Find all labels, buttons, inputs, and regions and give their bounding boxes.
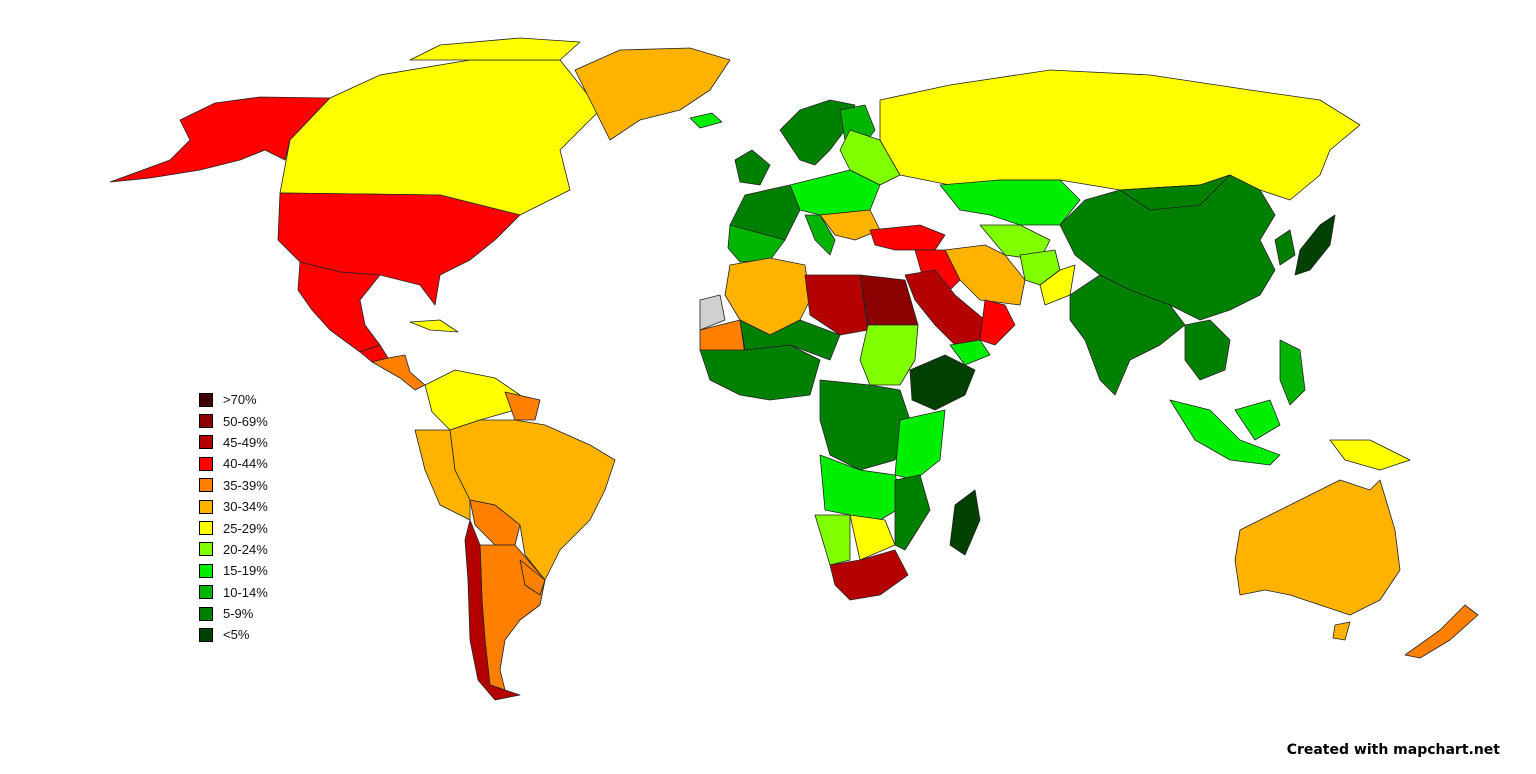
region-iceland[interactable] <box>689 112 723 129</box>
legend-item: 15-19% <box>199 560 268 581</box>
legend-item: 20-24% <box>199 539 268 560</box>
region-russia[interactable] <box>879 69 1361 201</box>
region-angola-zambia[interactable] <box>819 454 906 521</box>
legend-swatch <box>199 392 213 407</box>
region-new-zealand[interactable] <box>1404 604 1479 659</box>
region-japan[interactable] <box>1294 214 1336 276</box>
region-cuba[interactable] <box>409 319 459 333</box>
region-namibia[interactable] <box>814 514 851 566</box>
legend-swatch <box>199 456 213 471</box>
region-southeast-asia[interactable] <box>1184 319 1231 381</box>
region-alaska[interactable] <box>109 96 331 183</box>
legend-item: 50-69% <box>199 410 268 431</box>
region-kazakhstan[interactable] <box>939 179 1081 226</box>
region-chile[interactable] <box>464 519 521 701</box>
legend-swatch <box>199 542 213 557</box>
region-east-africa[interactable] <box>894 409 946 481</box>
legend-item: 45-49% <box>199 432 268 453</box>
region-libya[interactable] <box>804 274 869 336</box>
legend-swatch <box>199 414 213 429</box>
map-legend: >70% 50-69% 45-49% 40-44% 35-39% 30-34% 25-29%… <box>199 389 268 646</box>
region-mexico[interactable] <box>297 261 381 353</box>
legend-item: 10-14% <box>199 582 268 603</box>
legend-label: 5-9% <box>223 606 254 622</box>
region-yemen[interactable] <box>949 339 991 366</box>
legend-label: 45-49% <box>223 434 268 450</box>
legend-item: 40-44% <box>199 453 268 474</box>
legend-label: 15-19% <box>223 563 268 579</box>
legend-label: 35-39% <box>223 477 268 493</box>
legend-label: 25-29% <box>223 520 268 536</box>
region-uk-ireland[interactable] <box>734 149 771 186</box>
region-turkey[interactable] <box>869 224 946 251</box>
region-sudan[interactable] <box>859 324 919 386</box>
region-italy[interactable] <box>804 214 836 256</box>
legend-label: 40-44% <box>223 456 268 472</box>
region-indonesia[interactable] <box>1169 399 1281 466</box>
region-central-asia[interactable] <box>979 224 1051 261</box>
region-korea[interactable] <box>1274 229 1296 266</box>
legend-swatch <box>199 627 213 642</box>
region-pakistan[interactable] <box>1039 264 1076 306</box>
region-mongolia[interactable] <box>1119 174 1231 211</box>
legend-item: >70% <box>199 389 268 410</box>
region-tasmania[interactable] <box>1332 621 1351 641</box>
legend-label: <5% <box>223 627 250 643</box>
region-mozambique[interactable] <box>894 474 931 551</box>
credit-text: Created with mapchart.net <box>1286 742 1500 758</box>
legend-label: 30-34% <box>223 499 268 515</box>
region-ethiopia[interactable] <box>909 354 976 411</box>
legend-label: >70% <box>223 392 257 408</box>
region-balkans[interactable] <box>819 209 881 241</box>
region-madagascar[interactable] <box>949 489 981 556</box>
region-guyanas[interactable] <box>504 391 541 421</box>
legend-label: 20-24% <box>223 541 268 557</box>
region-philippines[interactable] <box>1279 339 1306 406</box>
region-west-africa[interactable] <box>699 344 821 401</box>
region-central-america[interactable] <box>371 354 426 391</box>
region-uruguay-paraguay[interactable] <box>519 559 546 596</box>
legend-swatch <box>199 563 213 578</box>
region-south-africa[interactable] <box>829 549 909 601</box>
legend-item: <5% <box>199 624 268 645</box>
region-western-sahara[interactable] <box>699 294 726 331</box>
legend-swatch <box>199 606 213 621</box>
legend-item: 25-29% <box>199 517 268 538</box>
legend-label: 10-14% <box>223 584 268 600</box>
legend-swatch <box>199 499 213 514</box>
legend-swatch <box>199 478 213 493</box>
region-borneo[interactable] <box>1234 399 1281 441</box>
region-india[interactable] <box>1069 274 1186 396</box>
region-canada[interactable] <box>279 59 601 216</box>
legend-swatch <box>199 585 213 600</box>
region-papua[interactable] <box>1329 439 1411 471</box>
region-canada-arctic-islands[interactable] <box>409 37 581 61</box>
region-iran[interactable] <box>944 244 1026 306</box>
region-sahel[interactable] <box>739 319 841 361</box>
legend-swatch <box>199 435 213 450</box>
region-central-africa[interactable] <box>819 379 911 471</box>
legend-item: 30-34% <box>199 496 268 517</box>
legend-swatch <box>199 521 213 536</box>
region-australia[interactable] <box>1234 479 1401 616</box>
region-oman[interactable] <box>979 299 1016 346</box>
legend-item: 5-9% <box>199 603 268 624</box>
legend-item: 35-39% <box>199 475 268 496</box>
region-greenland[interactable] <box>574 47 731 141</box>
legend-label: 50-69% <box>223 413 268 429</box>
